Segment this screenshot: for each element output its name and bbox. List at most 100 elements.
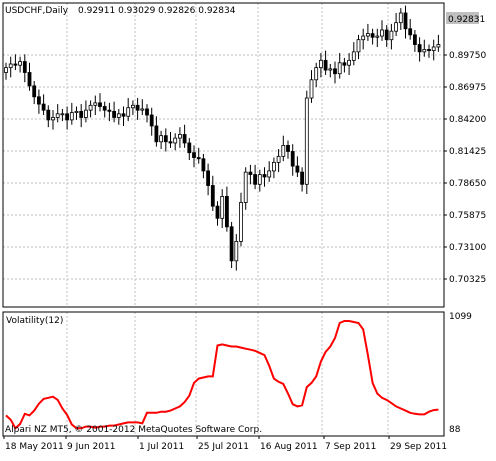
candle-body [159,135,164,143]
candle-body [84,109,88,118]
candle-body [13,63,18,66]
candle-body [384,29,389,41]
candle-body [431,46,436,52]
price-axis-label: 0.70325 [449,275,486,285]
time-axis-label: 25 Jul 2011 [198,442,249,452]
price-axis: 0.92831 0.89750 0.86975 0.84200 0.81425 0.786… [444,12,486,285]
time-axis-label: 9 Jun 2011 [67,442,115,452]
candle-body [8,63,13,69]
candle-body [224,196,229,228]
candle-body [370,33,375,38]
candle-body [389,30,394,41]
candle-body [267,170,272,178]
indicator-panel-frame [2,311,445,437]
current-price-tag [446,12,479,24]
candle-body [253,174,258,185]
candle-body [351,51,356,61]
indicator-axis: 1099 88 [449,312,472,435]
candle-body [182,134,187,144]
candle-body [234,240,239,262]
time-axis-label: 7 Sep 2011 [325,442,376,452]
candle-body [27,72,32,87]
candle-body [177,134,182,139]
candle-body [116,113,121,118]
candle-body [333,68,337,75]
candle-body [380,29,384,37]
candle-body [271,162,276,172]
candle-body [4,67,8,73]
candle-body [215,205,220,219]
candle-body [18,61,23,66]
candle-body [55,113,60,118]
indicator-panel-grid [66,312,389,436]
price-axis-label: 0.73100 [449,243,486,253]
current-price-label: 0.92831 [448,15,485,25]
time-axis: 18 May 2011 9 Jun 2011 1 Jul 2011 25 Jul 20… [3,436,447,452]
candle-body [130,104,135,109]
indicator-axis-label: 1099 [449,312,472,322]
candle-body [41,103,46,111]
candle-body [220,196,225,219]
candle-body [422,49,427,53]
candle-body [46,109,51,121]
symbol-label: USDCHF,Daily [5,6,69,16]
candle-body [290,151,295,167]
candle-body [229,226,234,262]
candle-body [361,35,366,41]
candle-body [356,39,361,53]
price-panel-grid [3,3,444,307]
indicator-axis-label: 88 [449,425,461,435]
candle-body [154,125,159,143]
candle-body [51,117,55,121]
copyright-text: Alpari NZ MT5, © 2001-2012 MetaQuotes So… [5,425,262,435]
candle-body [93,102,98,106]
candle-body [79,110,84,118]
candle-body [140,108,145,111]
candle-body [126,107,131,117]
candle-body [69,112,74,121]
candle-body [192,152,196,158]
candle-body [239,202,243,242]
candle-body [314,67,319,81]
candle-body [436,44,441,48]
candle-body [276,155,281,163]
candle-body [32,85,37,98]
candle-body [243,171,248,203]
candle-body [417,44,422,53]
price-axis-label: 0.75875 [449,211,486,221]
candle-body [257,174,262,185]
candle-body [323,59,328,71]
candle-body [74,110,79,113]
volatility-line [5,320,439,430]
candle-body [112,110,116,118]
candle-body [196,157,201,160]
time-axis-label: 1 Jul 2011 [139,442,184,452]
candle-body [398,12,403,24]
candle-body [145,108,149,116]
candle-body [365,33,370,37]
candle-body [187,142,192,154]
ohlc-readout: 0.92911 0.93029 0.92826 0.92834 [78,6,236,16]
candle-body [248,171,253,175]
candle-body [107,109,112,112]
candle-body [60,113,65,116]
price-axis-label: 0.78650 [449,179,486,189]
candle-body [173,137,178,144]
time-axis-label: 29 Sep 2011 [390,442,447,452]
candle-body [394,22,399,32]
candle-body [149,114,154,127]
candlestick-series [4,5,441,271]
candle-body [342,62,347,66]
candle-body [309,79,314,99]
candle-body [281,145,286,157]
candle-body [286,145,290,152]
candle-body [201,158,206,172]
candle-body [135,104,140,111]
price-axis-label: 0.84200 [449,115,486,125]
candle-body [22,61,27,73]
candle-body [328,68,333,71]
price-panel-frame [2,2,445,308]
candle-body [206,170,211,186]
